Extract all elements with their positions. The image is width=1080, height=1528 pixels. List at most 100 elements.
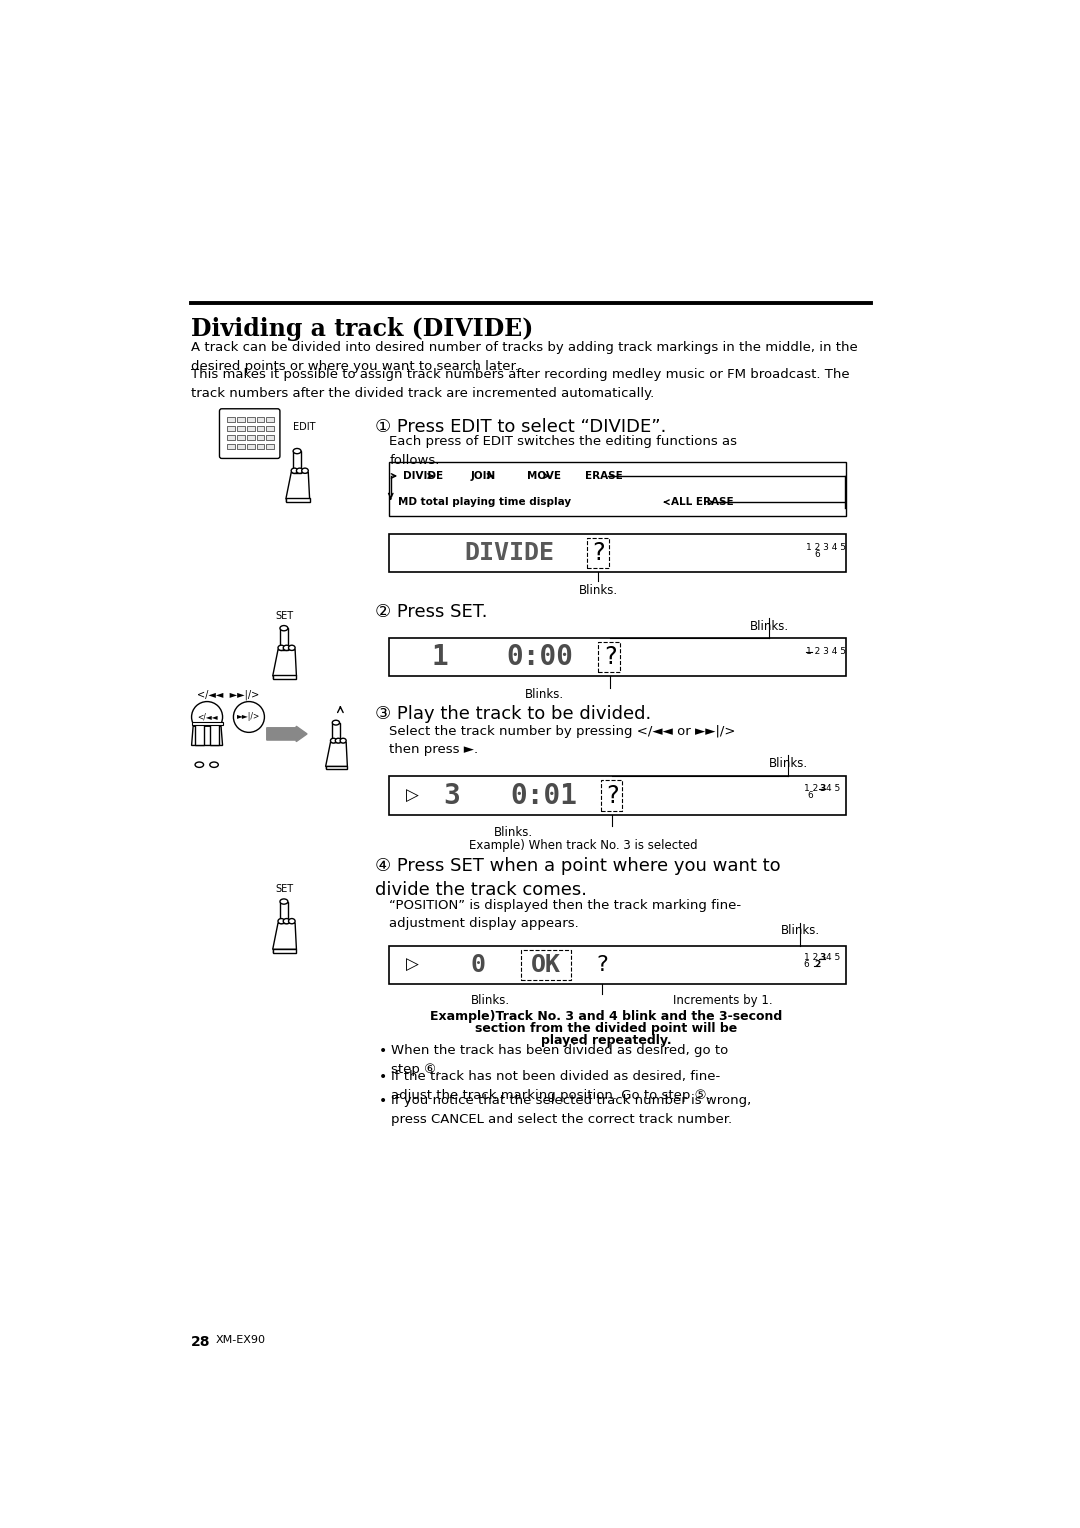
Text: ② Press SET.: ② Press SET. xyxy=(375,604,488,620)
Text: 3: 3 xyxy=(820,953,825,963)
Polygon shape xyxy=(325,743,348,767)
Bar xyxy=(228,426,235,431)
Bar xyxy=(325,766,348,770)
Ellipse shape xyxy=(278,645,284,651)
Text: 1 2 3 4 5: 1 2 3 4 5 xyxy=(806,646,846,656)
Text: MOVE: MOVE xyxy=(527,471,562,481)
Bar xyxy=(389,461,847,516)
Bar xyxy=(228,417,235,422)
Ellipse shape xyxy=(288,918,295,924)
Text: This makes it possible to assign track numbers after recording medley music or F: This makes it possible to assign track n… xyxy=(191,368,850,400)
Text: If the track has not been divided as desired, fine-
adjust the track marking pos: If the track has not been divided as des… xyxy=(391,1071,720,1102)
Ellipse shape xyxy=(296,468,303,474)
Bar xyxy=(247,426,255,431)
Text: ERASE: ERASE xyxy=(584,471,622,481)
Bar xyxy=(267,417,274,422)
Bar xyxy=(238,417,245,422)
Text: SET: SET xyxy=(275,885,294,894)
Text: 0:01: 0:01 xyxy=(511,781,578,810)
Text: Blinks.: Blinks. xyxy=(471,995,510,1007)
Text: Blinks.: Blinks. xyxy=(494,827,532,839)
Text: ?: ? xyxy=(596,955,609,975)
Bar xyxy=(272,675,297,680)
Bar xyxy=(600,781,622,811)
Text: SET: SET xyxy=(275,611,294,620)
Text: •: • xyxy=(379,1044,388,1059)
Ellipse shape xyxy=(301,468,308,474)
Ellipse shape xyxy=(340,738,347,743)
Text: “POSITION” is displayed then the track marking fine-
adjustment display appears.: “POSITION” is displayed then the track m… xyxy=(389,898,741,931)
Text: 4 5: 4 5 xyxy=(825,953,840,963)
Text: 6: 6 xyxy=(814,550,820,559)
Text: 6: 6 xyxy=(804,960,810,969)
Polygon shape xyxy=(280,628,288,649)
Ellipse shape xyxy=(288,645,295,651)
Text: 0: 0 xyxy=(471,953,486,976)
Text: Blinks.: Blinks. xyxy=(579,584,618,597)
Text: XM-EX90: XM-EX90 xyxy=(216,1334,266,1345)
Text: 4 5: 4 5 xyxy=(825,784,840,793)
FancyBboxPatch shape xyxy=(219,410,280,458)
Bar xyxy=(257,426,265,431)
Ellipse shape xyxy=(210,762,218,767)
Text: DIVIDE: DIVIDE xyxy=(464,541,554,565)
Text: 1 2: 1 2 xyxy=(804,953,818,963)
Text: OK: OK xyxy=(530,953,561,976)
Bar xyxy=(389,533,847,571)
Text: ►►|/>: ►►|/> xyxy=(238,712,260,721)
Polygon shape xyxy=(286,472,310,498)
Text: ?: ? xyxy=(605,784,620,807)
Text: 3: 3 xyxy=(820,784,825,793)
Text: </◄◄  ►►|/>: </◄◄ ►►|/> xyxy=(197,689,259,700)
Bar xyxy=(389,637,847,677)
Text: 3: 3 xyxy=(443,781,460,810)
Bar xyxy=(238,443,245,449)
Polygon shape xyxy=(273,649,296,675)
Text: Each press of EDIT switches the editing functions as
follows.: Each press of EDIT switches the editing … xyxy=(389,435,738,466)
Bar xyxy=(257,417,265,422)
Text: JOIN: JOIN xyxy=(471,471,496,481)
Text: DIVIDE: DIVIDE xyxy=(403,471,443,481)
Bar xyxy=(273,675,296,680)
Text: played repeatedly.: played repeatedly. xyxy=(541,1034,672,1047)
Bar xyxy=(267,434,274,440)
Ellipse shape xyxy=(283,645,289,651)
Ellipse shape xyxy=(330,738,337,743)
Bar xyxy=(273,949,296,952)
Bar xyxy=(191,721,222,726)
Bar xyxy=(389,776,847,814)
Polygon shape xyxy=(333,723,339,743)
Text: Select the track number by pressing </◄◄ or ►►|/>
then press ►.: Select the track number by pressing </◄◄… xyxy=(389,724,735,756)
Bar xyxy=(286,498,310,503)
Text: Blinks.: Blinks. xyxy=(750,620,788,633)
Bar xyxy=(389,946,847,984)
Bar xyxy=(247,434,255,440)
Bar xyxy=(257,443,265,449)
Text: section from the divided point will be: section from the divided point will be xyxy=(475,1022,738,1034)
Bar xyxy=(247,443,255,449)
Text: MD total playing time display: MD total playing time display xyxy=(399,497,571,507)
Ellipse shape xyxy=(278,918,284,924)
Ellipse shape xyxy=(292,468,298,474)
Bar xyxy=(267,426,274,431)
FancyArrow shape xyxy=(267,726,307,741)
Polygon shape xyxy=(293,451,301,472)
Bar xyxy=(272,947,297,952)
Circle shape xyxy=(233,701,265,732)
Ellipse shape xyxy=(280,898,288,905)
Bar xyxy=(257,434,265,440)
Bar xyxy=(238,434,245,440)
Text: EDIT: EDIT xyxy=(293,422,315,432)
Text: Blinks.: Blinks. xyxy=(525,689,564,701)
Ellipse shape xyxy=(280,625,288,631)
Polygon shape xyxy=(280,902,288,923)
Text: 2: 2 xyxy=(814,960,820,969)
Text: Example) When track No. 3 is selected: Example) When track No. 3 is selected xyxy=(469,839,698,853)
Text: If you notice that the selected track number is wrong,
press CANCEL and select t: If you notice that the selected track nu… xyxy=(391,1094,751,1126)
Bar xyxy=(247,417,255,422)
Bar xyxy=(586,538,608,568)
Bar xyxy=(238,426,245,431)
Bar xyxy=(191,723,222,726)
Text: 1 2: 1 2 xyxy=(804,784,818,793)
Bar xyxy=(228,434,235,440)
